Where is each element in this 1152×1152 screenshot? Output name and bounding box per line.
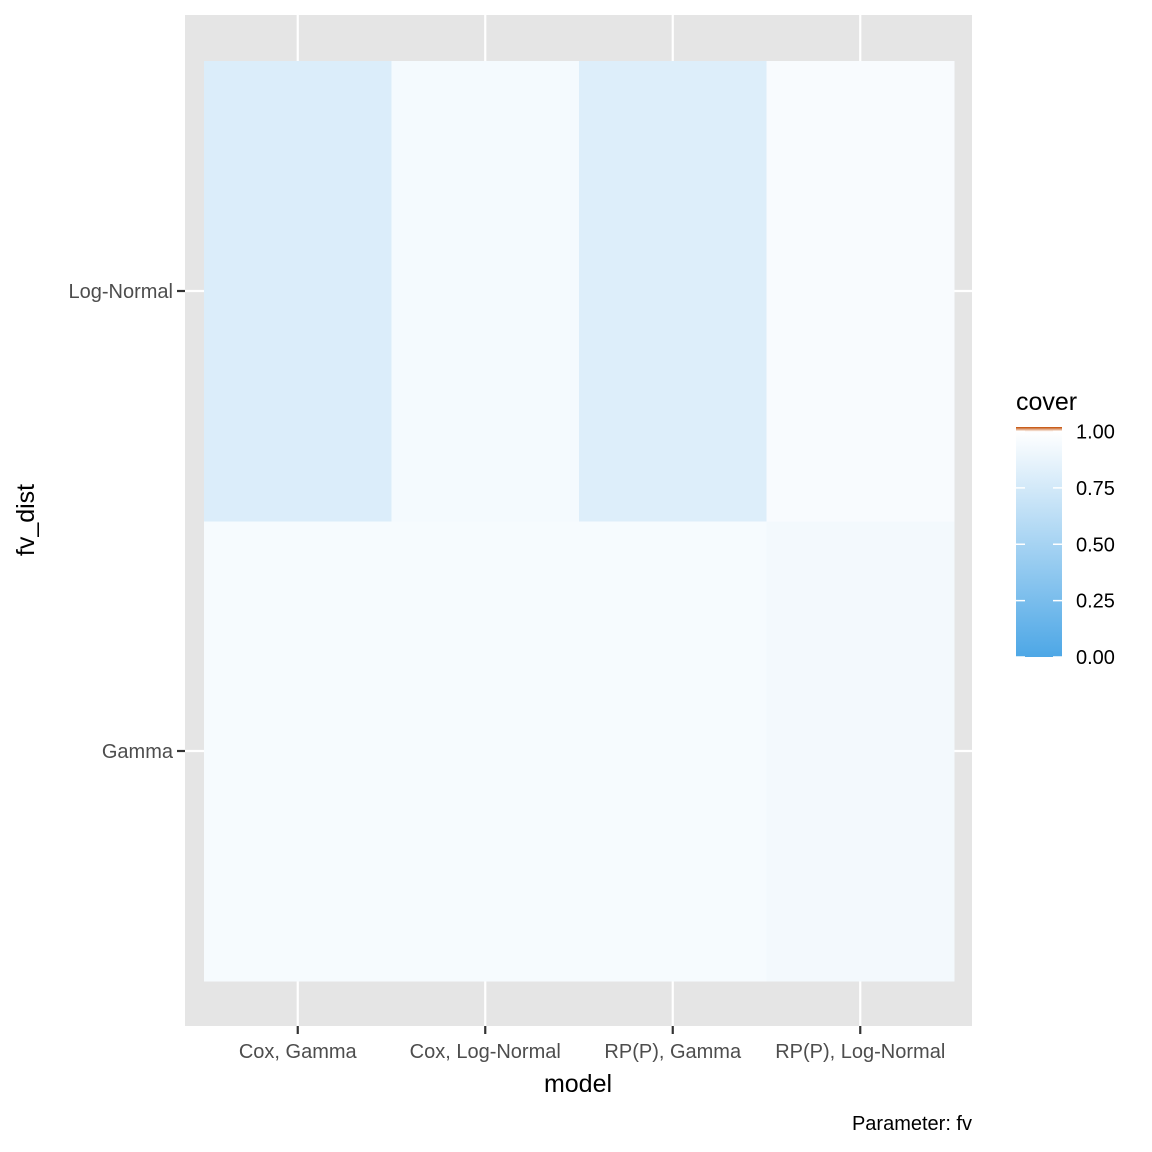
x-axis-title: model bbox=[544, 1070, 612, 1098]
y-tick-label: Gamma bbox=[102, 741, 174, 763]
heatmap-tile bbox=[204, 61, 392, 522]
y-axis: Gamma Log-Normal bbox=[69, 281, 185, 763]
x-tick-label: Cox, Log-Normal bbox=[410, 1041, 561, 1063]
legend-tick-label: 0.50 bbox=[1076, 534, 1115, 556]
x-axis: Cox, Gamma Cox, Log-Normal RP(P), Gamma RP(… bbox=[239, 1026, 945, 1063]
heatmap-tile bbox=[391, 61, 580, 522]
x-tick-label: RP(P), Log-Normal bbox=[775, 1041, 945, 1063]
heatmap-tiles bbox=[204, 61, 955, 982]
chart-caption: Parameter: fv bbox=[852, 1113, 972, 1135]
legend-tick-label: 1.00 bbox=[1076, 422, 1115, 444]
legend-ticks: 0.00 0.25 0.50 0.75 1.00 bbox=[1016, 422, 1115, 669]
legend-colorbar bbox=[1016, 427, 1062, 657]
y-tick-label: Log-Normal bbox=[69, 281, 173, 303]
y-axis-title: fv_dist bbox=[12, 484, 40, 556]
heatmap-tile bbox=[391, 521, 580, 982]
legend-tick-label: 0.75 bbox=[1076, 478, 1115, 500]
legend-tick-label: 0.00 bbox=[1076, 647, 1115, 669]
legend-tick-label: 0.25 bbox=[1076, 591, 1115, 613]
legend-title: cover bbox=[1016, 388, 1077, 416]
legend: cover 0.00 0.25 0.50 0.75 1.00 bbox=[1016, 388, 1115, 669]
heatmap-tile bbox=[579, 521, 767, 982]
heatmap-tile bbox=[579, 61, 767, 522]
heatmap-tile bbox=[204, 521, 392, 982]
x-tick-label: Cox, Gamma bbox=[239, 1041, 358, 1063]
heatmap-tile bbox=[766, 521, 955, 982]
heatmap-tile bbox=[766, 61, 955, 522]
x-tick-label: RP(P), Gamma bbox=[604, 1041, 742, 1063]
